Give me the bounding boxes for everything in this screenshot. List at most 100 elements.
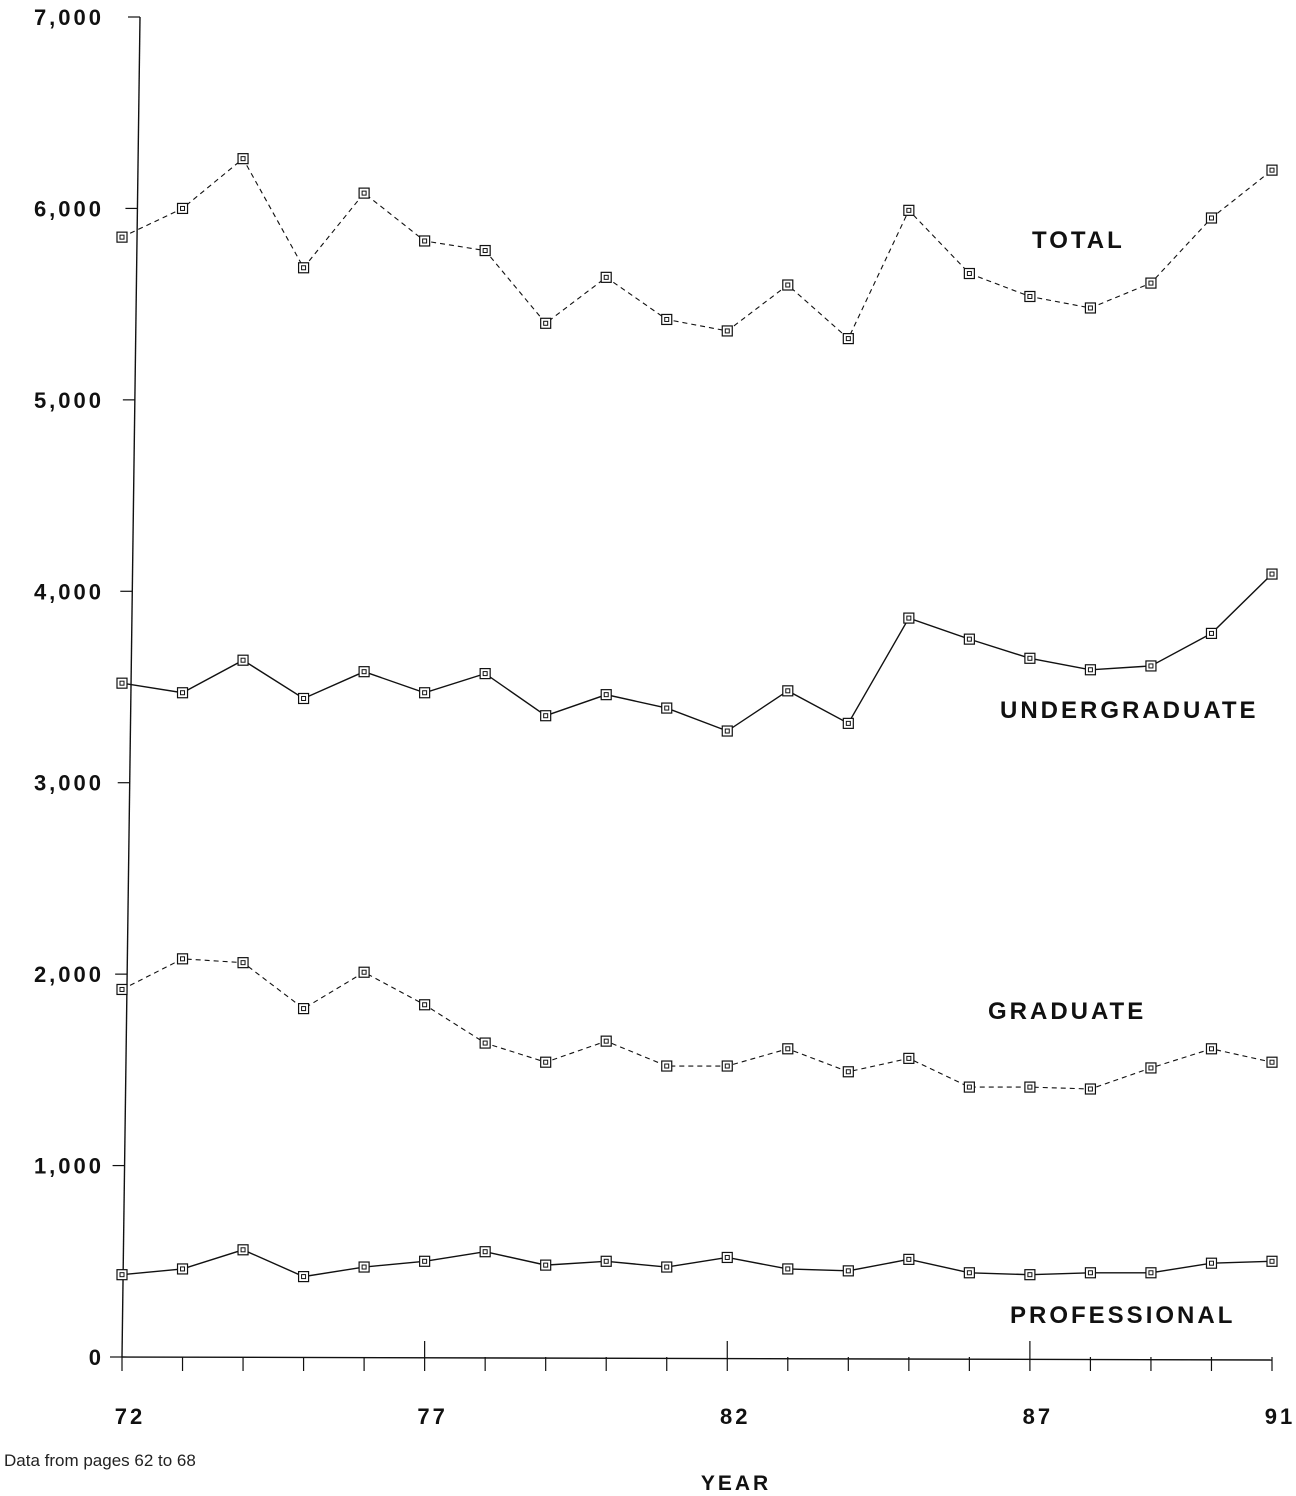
y-tick-label: 5,000 bbox=[34, 388, 104, 413]
data-point-center bbox=[1087, 1086, 1093, 1092]
data-point-center bbox=[1148, 1065, 1154, 1071]
y-tick-label: 6,000 bbox=[34, 196, 104, 221]
data-point bbox=[237, 654, 249, 666]
data-point-center bbox=[543, 713, 549, 719]
data-point bbox=[903, 1052, 915, 1064]
data-point bbox=[600, 1035, 612, 1047]
data-point bbox=[540, 1259, 552, 1271]
x-tick-label: 91 bbox=[1265, 1404, 1295, 1429]
data-point-center bbox=[906, 615, 912, 621]
data-point-center bbox=[664, 316, 670, 322]
data-point-center bbox=[603, 274, 609, 280]
data-point-center bbox=[966, 1084, 972, 1090]
data-point-center bbox=[603, 1258, 609, 1264]
y-tick-label: 7,000 bbox=[34, 5, 104, 30]
data-point bbox=[540, 710, 552, 722]
data-point-center bbox=[966, 271, 972, 277]
data-point bbox=[721, 725, 733, 737]
data-point-center bbox=[361, 190, 367, 196]
data-point bbox=[479, 667, 491, 680]
data-point bbox=[116, 1269, 128, 1281]
y-tick-label: 0 bbox=[89, 1345, 104, 1370]
data-point-center bbox=[301, 1274, 307, 1280]
data-point-center bbox=[240, 960, 246, 966]
data-point bbox=[600, 271, 612, 283]
data-point bbox=[782, 1263, 794, 1275]
data-point-center bbox=[422, 690, 428, 696]
y-tick-label: 4,000 bbox=[34, 579, 104, 604]
data-point bbox=[358, 187, 370, 199]
data-point bbox=[419, 687, 431, 699]
data-point-center bbox=[119, 234, 125, 240]
data-point bbox=[721, 1060, 733, 1072]
y-axis-line bbox=[121, 16, 141, 1358]
data-point-center bbox=[1027, 1084, 1033, 1090]
data-point-center bbox=[603, 692, 609, 698]
data-point bbox=[237, 1244, 249, 1256]
data-point bbox=[842, 717, 854, 729]
data-point bbox=[1205, 1257, 1218, 1269]
data-point bbox=[176, 202, 189, 215]
data-point bbox=[1084, 664, 1097, 676]
data-point bbox=[1145, 277, 1157, 289]
data-point-center bbox=[845, 1069, 851, 1075]
data-point-center bbox=[724, 1063, 730, 1069]
y-tick-label: 3,000 bbox=[34, 771, 104, 796]
data-point bbox=[842, 1265, 854, 1277]
data-point bbox=[963, 633, 975, 645]
data-point bbox=[1205, 212, 1218, 224]
data-point-center bbox=[482, 671, 488, 677]
data-point-center bbox=[1269, 1059, 1275, 1065]
data-point-center bbox=[301, 1006, 307, 1012]
series-label-professional: PROFESSIONAL bbox=[1010, 1302, 1235, 1329]
data-point bbox=[721, 1251, 733, 1264]
data-point-center bbox=[1269, 571, 1275, 577]
data-point-center bbox=[119, 1272, 125, 1278]
data-point bbox=[903, 612, 915, 624]
data-point bbox=[116, 983, 128, 996]
data-point bbox=[661, 702, 673, 714]
data-point-center bbox=[966, 1270, 972, 1276]
data-point bbox=[1145, 660, 1157, 672]
data-point bbox=[419, 999, 431, 1011]
data-point-center bbox=[1027, 1272, 1033, 1278]
data-point-center bbox=[1027, 293, 1033, 299]
data-point bbox=[297, 692, 310, 705]
data-point-center bbox=[361, 1264, 367, 1270]
data-point bbox=[963, 1081, 975, 1093]
data-point-center bbox=[1087, 667, 1093, 673]
data-point-center bbox=[240, 1247, 246, 1253]
data-point bbox=[419, 1255, 431, 1267]
data-point-center bbox=[361, 669, 367, 675]
data-point bbox=[1024, 1081, 1036, 1093]
data-point bbox=[297, 1002, 310, 1015]
data-point bbox=[1024, 652, 1036, 664]
data-point bbox=[419, 235, 431, 247]
data-point-center bbox=[180, 956, 186, 962]
data-point-center bbox=[845, 336, 851, 342]
data-point-center bbox=[240, 657, 246, 663]
data-point bbox=[1145, 1062, 1157, 1074]
data-point-center bbox=[422, 238, 428, 244]
data-point bbox=[1266, 1255, 1278, 1267]
data-point bbox=[116, 231, 128, 243]
series-label-undergraduate: UNDERGRADUATE bbox=[1000, 697, 1259, 724]
y-tick-label: 2,000 bbox=[34, 962, 104, 987]
data-point bbox=[1266, 164, 1278, 176]
data-point-center bbox=[482, 1249, 488, 1255]
data-point-center bbox=[1027, 655, 1033, 661]
data-point bbox=[1266, 1056, 1278, 1068]
data-point bbox=[176, 953, 189, 965]
data-point-center bbox=[543, 1059, 549, 1065]
data-point bbox=[297, 1270, 310, 1283]
data-point-center bbox=[1148, 280, 1154, 286]
data-point-center bbox=[906, 1256, 912, 1262]
data-point-center bbox=[422, 1258, 428, 1264]
data-point bbox=[358, 966, 370, 978]
series-undergraduate bbox=[116, 568, 1278, 737]
data-point bbox=[1084, 1083, 1097, 1095]
data-point bbox=[903, 1253, 915, 1265]
data-point-center bbox=[906, 207, 912, 213]
data-point-center bbox=[785, 688, 791, 694]
